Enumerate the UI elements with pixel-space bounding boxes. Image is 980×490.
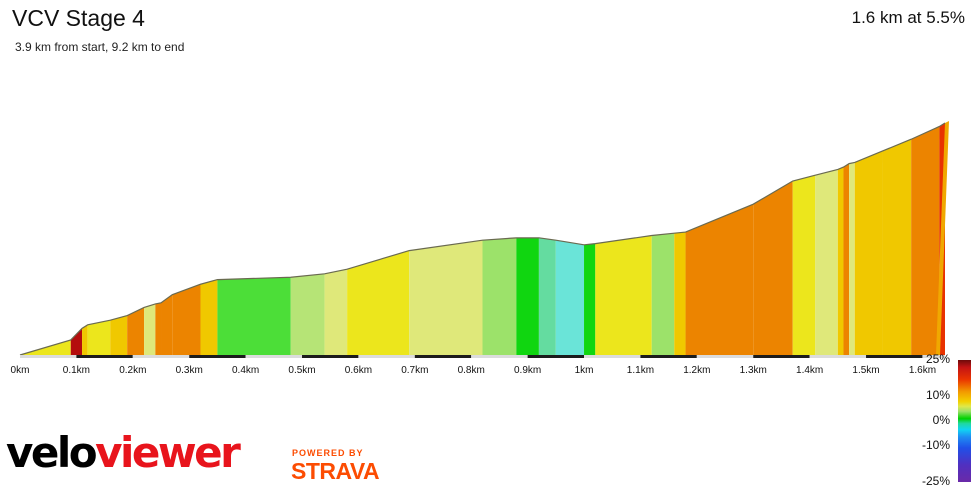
- strava-logo: STRAVA: [291, 458, 380, 484]
- powered-by-text: POWERED BY: [292, 448, 364, 458]
- legend-label-low: -10%: [921, 438, 950, 452]
- profile-segment: [792, 175, 816, 355]
- profile-segment: [854, 150, 883, 355]
- baseline-stripe: [302, 355, 359, 358]
- x-tick-label: 0.4km: [232, 365, 259, 376]
- legend-label-max: 25%: [925, 352, 950, 366]
- profile-segment: [110, 315, 128, 355]
- baseline-stripe: [696, 355, 754, 358]
- profile-segment: [324, 269, 348, 355]
- x-tick-label: 0.6km: [345, 365, 372, 376]
- profile-segment: [516, 237, 539, 355]
- baseline-stripe: [76, 355, 133, 358]
- profile-end-cap: [936, 121, 949, 355]
- baseline-stripe: [584, 355, 641, 358]
- x-tick-label: 1.3km: [740, 365, 767, 376]
- profile-segment: [651, 233, 675, 355]
- profile-segment: [674, 232, 686, 355]
- logo-part-viewer: viewer: [95, 428, 241, 477]
- profile-segment: [482, 237, 517, 355]
- profile-segment: [82, 324, 88, 355]
- profile-segment: [144, 303, 156, 355]
- x-tick-label: 1km: [575, 365, 594, 376]
- profile-segment: [584, 243, 596, 355]
- profile-segment: [843, 163, 850, 355]
- legend-label-high: 10%: [925, 388, 950, 402]
- x-tick-label: 1.1km: [627, 365, 654, 376]
- x-tick-label: 0km: [11, 365, 30, 376]
- baseline-stripe: [358, 355, 415, 358]
- profile-segment: [70, 328, 83, 355]
- legend-label-zero: 0%: [932, 413, 950, 427]
- x-tick-label: 0.1km: [63, 365, 90, 376]
- profile-segment: [753, 181, 793, 355]
- profile-segment: [538, 237, 556, 355]
- veloviewer-logo: veloviewer: [6, 432, 241, 474]
- profile-segment: [911, 126, 940, 355]
- climb-title: VCV Stage 4: [12, 5, 145, 31]
- x-tick-label: 1.5km: [852, 365, 879, 376]
- baseline-stripe: [753, 355, 810, 358]
- profile-segment: [217, 277, 291, 355]
- profile-segment: [409, 240, 483, 355]
- profile-segment: [347, 250, 410, 355]
- baseline-stripe: [414, 355, 472, 358]
- baseline-stripe: [20, 355, 77, 358]
- profile-outline: [19, 122, 946, 356]
- x-tick-label: 1.2km: [683, 365, 710, 376]
- profile-segment: [200, 279, 218, 355]
- x-tick-label: 0.2km: [119, 365, 146, 376]
- profile-segment: [882, 139, 912, 355]
- baseline-stripe: [866, 355, 923, 358]
- profile-segment: [685, 204, 754, 355]
- x-tick-label: 0.7km: [401, 365, 428, 376]
- profile-segment: [815, 169, 838, 355]
- baseline-stripe: [189, 355, 246, 358]
- legend-label-min: -25%: [921, 474, 950, 488]
- elevation-profile-chart: 0km 0.1km 0.2km 0.3km 0.4km 0.5km 0.6km 0.7km 0.…: [11, 121, 949, 376]
- baseline-stripe: [809, 355, 867, 358]
- profile-segment: [172, 284, 201, 355]
- baseline-stripe: [471, 355, 528, 358]
- profile-segment: [555, 240, 585, 355]
- gradient-color-scale: [958, 360, 971, 482]
- x-tick-label: 1.6km: [909, 365, 936, 376]
- x-tick-label: 0.5km: [288, 365, 315, 376]
- profile-segment: [290, 273, 325, 355]
- baseline-stripe: [922, 355, 945, 358]
- profile-segment: [155, 302, 162, 355]
- profile-segment: [595, 235, 652, 355]
- profile-segment: [837, 167, 844, 355]
- baseline-stripe: [527, 355, 585, 358]
- baseline-stripe: [132, 355, 190, 358]
- profile-segment: [161, 294, 173, 355]
- baseline-stripe: [640, 355, 697, 358]
- baseline-stripe: [245, 355, 303, 358]
- profile-segment: [127, 307, 145, 355]
- climb-summary: 1.6 km at 5.5%: [851, 8, 965, 27]
- x-tick-label: 0.9km: [514, 365, 541, 376]
- x-tick-label: 0.8km: [458, 365, 485, 376]
- logo-part-velo: velo: [6, 428, 98, 477]
- climb-location: 3.9 km from start, 9.2 km to end: [15, 40, 185, 54]
- profile-segment: [87, 320, 111, 355]
- x-tick-label: 0.3km: [176, 365, 203, 376]
- profile-segment: [849, 162, 855, 355]
- x-tick-label: 1.4km: [796, 365, 823, 376]
